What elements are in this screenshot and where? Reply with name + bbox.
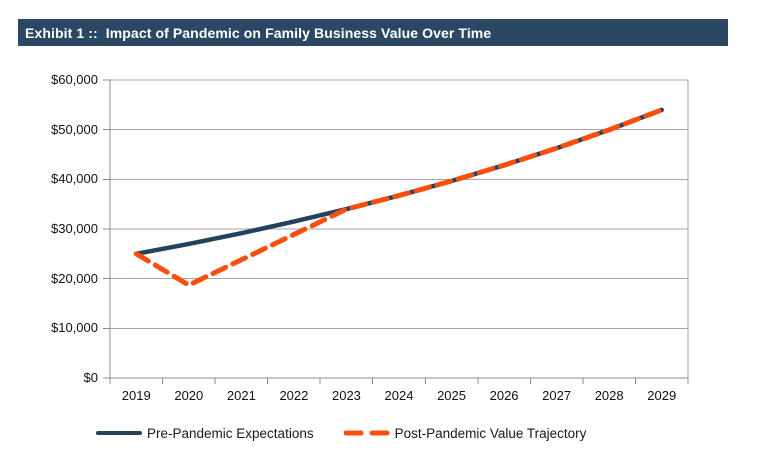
x-tick-label: 2021: [226, 388, 256, 403]
y-tick-label: $30,000: [51, 221, 98, 236]
legend-label: Post-Pandemic Value Trajectory: [394, 425, 587, 441]
legend-item: Post-Pandemic Value Trajectory: [343, 425, 587, 441]
y-tick-label: $0: [83, 370, 98, 385]
y-tick-label: $60,000: [51, 72, 98, 87]
y-tick-label: $10,000: [51, 320, 98, 336]
legend-label: Pre-Pandemic Expectations: [147, 425, 314, 441]
y-tick-label: $50,000: [51, 121, 98, 137]
post-pandemic-line: [133, 107, 665, 288]
x-tick-label: 2026: [489, 388, 519, 403]
x-tick-label: 2027: [542, 388, 572, 403]
x-tick-label: 2024: [384, 388, 414, 403]
legend-swatch-dashed-line-icon: [343, 430, 390, 436]
exhibit-title: Exhibit 1 :: Impact of Pandemic on Famil…: [25, 24, 492, 41]
exhibit-title-bar: Exhibit 1 :: Impact of Pandemic on Famil…: [18, 19, 728, 46]
legend-item: Pre-Pandemic Expectations: [96, 426, 314, 441]
x-tick-label: 2019: [121, 388, 151, 403]
legend: Pre-Pandemic Expectations Post-Pandemic V…: [96, 423, 586, 443]
x-tick-label: 2029: [647, 388, 677, 403]
legend-swatch-solid-line-icon: [96, 431, 142, 435]
x-tick-label: 2022: [279, 388, 309, 403]
x-tick-label: 2023: [331, 388, 361, 403]
x-tick-label: 2028: [594, 388, 624, 403]
x-tick-label: 2025: [437, 388, 466, 403]
y-tick-label: $20,000: [51, 270, 98, 286]
pre-pandemic-line: [134, 107, 664, 257]
y-tick-label: $40,000: [51, 171, 98, 187]
x-tick-label: 2020: [174, 388, 204, 403]
